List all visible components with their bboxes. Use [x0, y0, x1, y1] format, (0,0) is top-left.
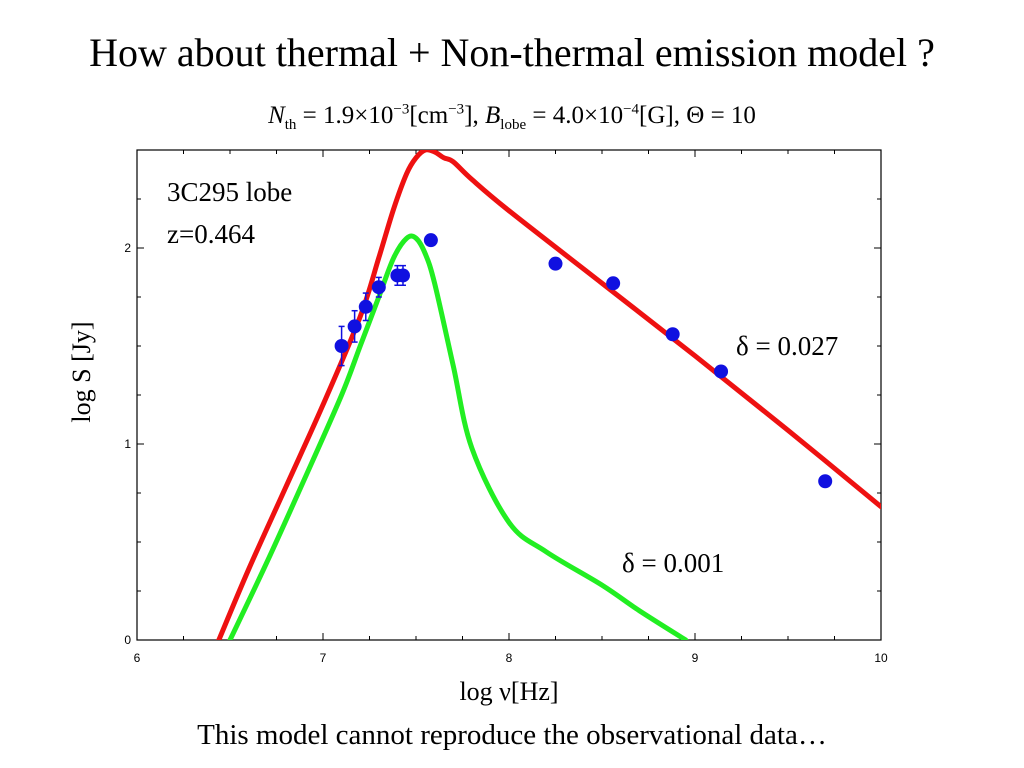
red-curve-label: δ = 0.027 — [736, 331, 838, 361]
data-point — [606, 276, 621, 291]
b-lobe-unit: [G], — [639, 102, 687, 129]
redshift-label: z=0.464 — [167, 219, 255, 249]
data-point — [548, 256, 563, 271]
data-point — [371, 280, 386, 295]
n-th-unit-close: ], — [464, 102, 486, 129]
n-th-unit-exponent: −3 — [448, 101, 465, 118]
red-model-curve — [216, 150, 881, 640]
data-point — [347, 319, 362, 334]
model-curves — [216, 150, 881, 640]
x-tick-label: 9 — [692, 651, 699, 665]
y-axis-title: log S [Jy] — [67, 321, 96, 422]
tick-labels: 6 7 8 9 10 0 1 2 — [124, 241, 888, 665]
y-tick-label: 2 — [124, 241, 131, 255]
b-lobe-exponent: −4 — [623, 101, 640, 118]
x-tick-label: 7 — [320, 651, 327, 665]
data-point — [358, 299, 373, 314]
n-th-unit: [cm — [409, 102, 449, 129]
data-point — [423, 233, 438, 248]
data-point — [714, 364, 729, 379]
slide-title: How about thermal + Non-thermal emission… — [89, 30, 935, 75]
observed-points — [334, 233, 833, 489]
b-lobe-value: = 4.0×10 — [526, 102, 624, 129]
x-tick-label: 10 — [874, 651, 888, 665]
n-th-label: Nth — [268, 102, 297, 133]
axis-ticks — [136, 149, 882, 641]
n-th-value: = 1.9×10 — [296, 102, 394, 129]
theta-param: Θ = 10 — [686, 102, 756, 129]
green-curve-label: δ = 0.001 — [622, 548, 724, 578]
y-tick-label: 0 — [124, 633, 131, 647]
x-tick-label: 6 — [134, 651, 141, 665]
data-point — [665, 327, 680, 342]
y-tick-label: 1 — [124, 437, 131, 451]
slide-caption: This model cannot reproduce the observat… — [197, 719, 827, 751]
data-point — [334, 339, 349, 353]
b-lobe-label: Blobe — [485, 102, 527, 133]
source-name-label: 3C295 lobe — [167, 177, 292, 207]
x-tick-label: 8 — [506, 651, 513, 665]
data-point — [395, 268, 410, 283]
data-point — [818, 474, 833, 489]
x-axis-title: log ν[Hz] — [459, 677, 558, 706]
green-model-curve — [227, 233, 689, 640]
n-th-exponent: −3 — [393, 101, 410, 118]
model-parameters: Nth = 1.9×10−3[cm−3], Blobe = 4.0×10−4[G… — [0, 98, 1024, 134]
